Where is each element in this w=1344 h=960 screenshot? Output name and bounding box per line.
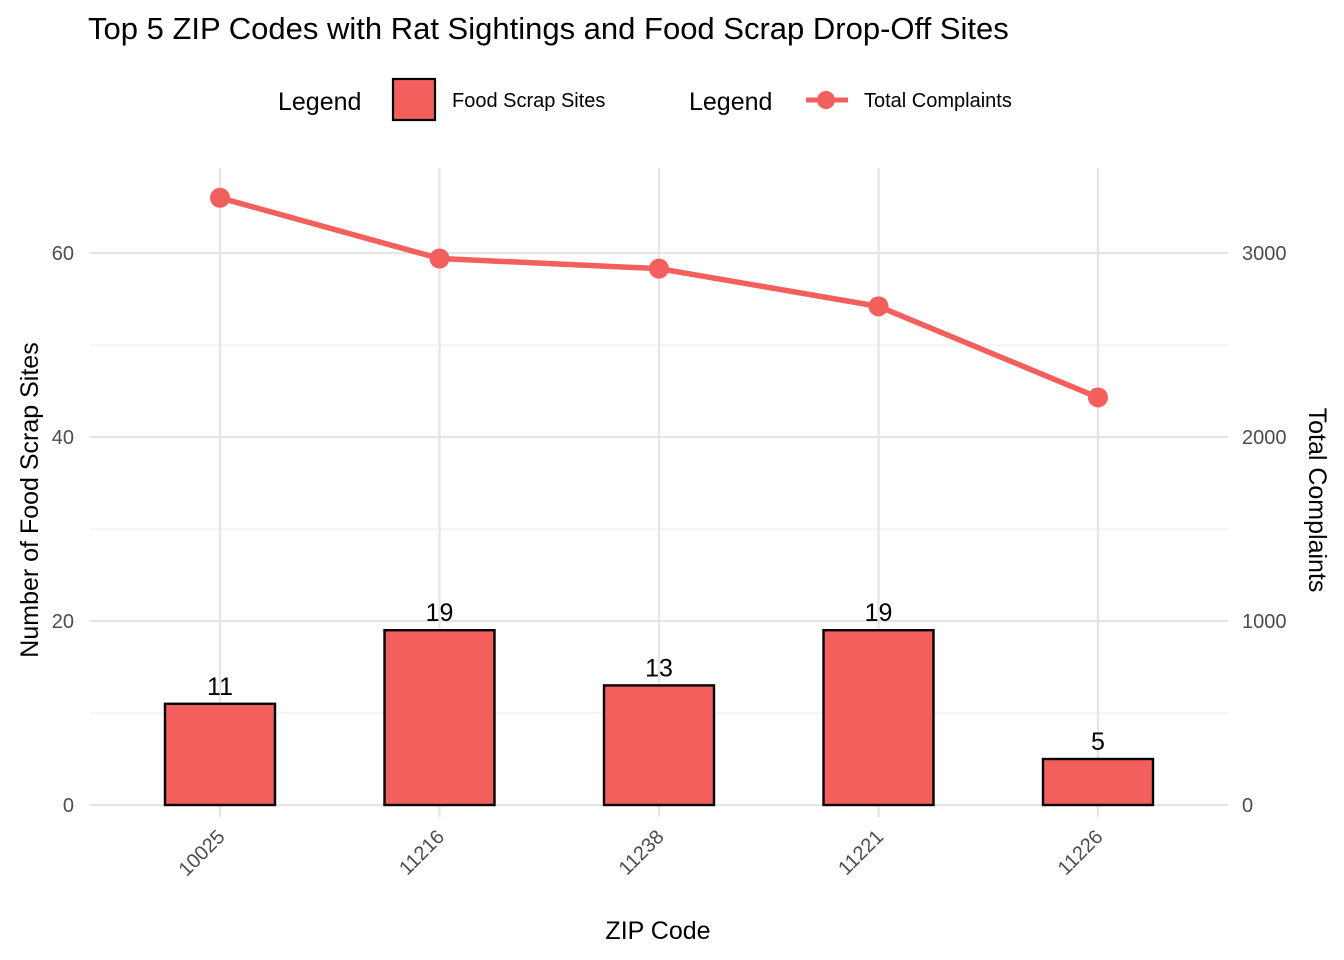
y-axis-right-ticks: 0 1000 2000 3000	[1242, 243, 1287, 817]
legend-title-line: Legend	[689, 88, 772, 116]
legend: Legend Food Scrap Sites Legend Total Com…	[278, 77, 1012, 122]
line-point	[210, 187, 230, 208]
y2-tick-label: 2000	[1242, 427, 1287, 449]
data-label: 13	[645, 654, 673, 682]
x-axis-title: ZIP Code	[605, 917, 710, 945]
chart-title: Top 5 ZIP Codes with Rat Sightings and F…	[88, 11, 1009, 46]
data-label: 5	[1091, 728, 1105, 756]
y-axis-left-ticks: 0 20 40 60	[52, 243, 74, 817]
bar	[822, 629, 935, 807]
bars	[163, 629, 1155, 807]
legend-title-bars: Legend	[278, 88, 361, 116]
y2-tick-label: 3000	[1242, 243, 1287, 265]
data-label: 19	[426, 599, 454, 627]
line-point	[649, 258, 669, 279]
y-tick-label: 20	[52, 611, 74, 633]
legend-label-bars: Food Scrap Sites	[452, 90, 605, 112]
x-tick-label: 11221	[834, 826, 888, 880]
y2-tick-label: 1000	[1242, 611, 1287, 633]
line-series	[210, 187, 1108, 408]
x-tick-label: 10025	[175, 826, 230, 881]
y-tick-label: 60	[52, 243, 74, 265]
x-tick-label: 11238	[615, 826, 669, 880]
bar	[1041, 757, 1155, 807]
legend-key-bar	[391, 77, 437, 122]
y-tick-label: 40	[52, 427, 74, 449]
line-point	[868, 296, 889, 317]
y2-tick-label: 0	[1242, 795, 1253, 817]
legend-label-line: Total Complaints	[864, 90, 1012, 112]
line-point	[1088, 387, 1108, 408]
data-labels: 11 19 13 19 5	[207, 599, 1105, 756]
x-axis-ticks: 10025 11216 11238 11221 11226	[175, 826, 1108, 881]
y-axis-title: Number of Food Scrap Sites	[16, 342, 44, 657]
bar	[602, 684, 716, 807]
bar	[383, 629, 496, 807]
legend-key-point	[817, 91, 835, 109]
line-point	[429, 248, 450, 269]
data-label: 19	[865, 599, 893, 627]
y2-axis-title: Total Complaints	[1303, 408, 1331, 593]
y-tick-label: 0	[63, 795, 74, 817]
x-tick-label: 11226	[1054, 826, 1108, 880]
x-tick-label: 11216	[395, 826, 449, 880]
bar	[163, 702, 277, 807]
data-label: 11	[207, 673, 233, 701]
